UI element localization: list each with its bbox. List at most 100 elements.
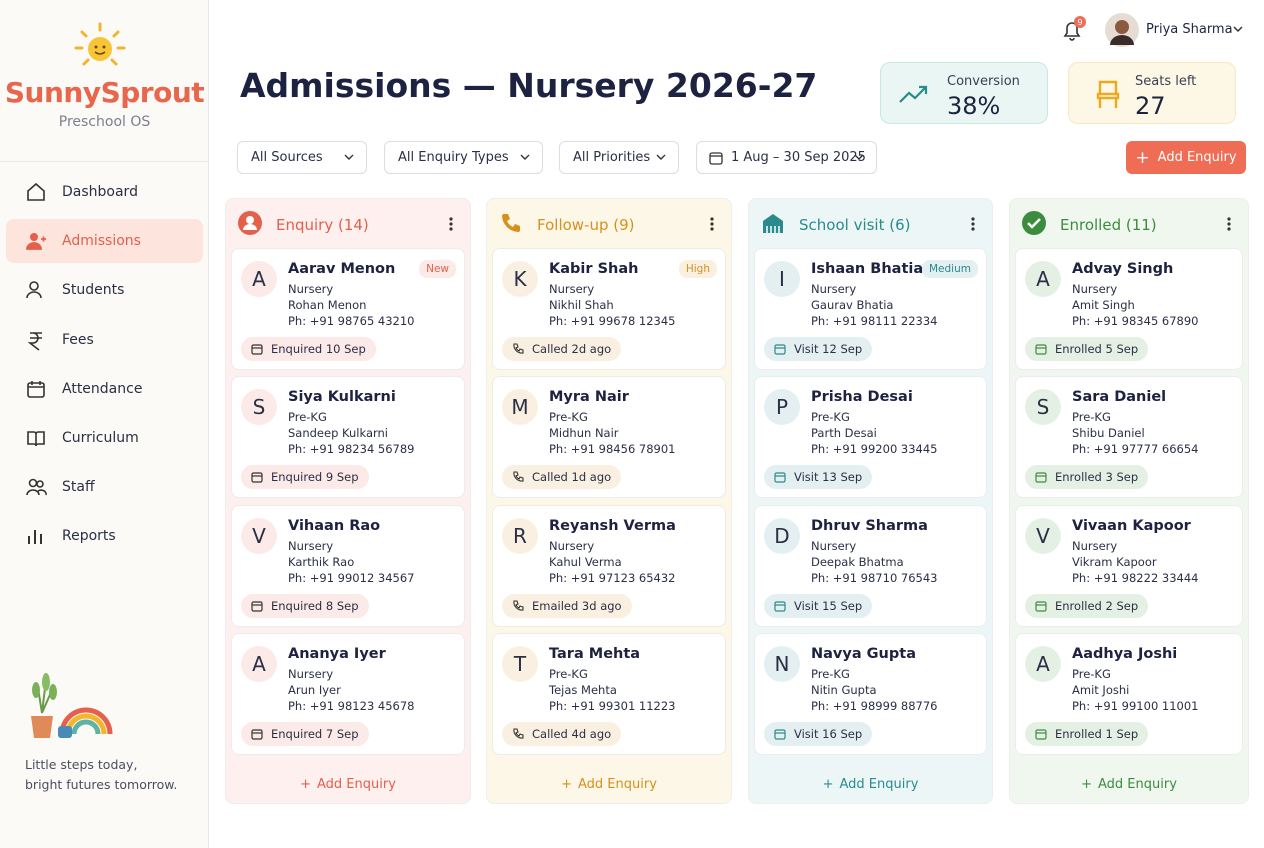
more-menu: [1227, 217, 1231, 231]
student-name: Vihaan Rao: [288, 517, 381, 534]
illustration: [31, 673, 113, 738]
grade: Pre-KG: [288, 410, 327, 425]
grade: Pre-KG: [1072, 410, 1111, 425]
parent-name: Karthik Rao: [288, 554, 355, 569]
phone: Ph: +91 98345 67890: [1072, 314, 1199, 328]
status-pill: Visit 12 Sep: [764, 337, 873, 361]
grade: Nursery: [288, 282, 334, 296]
nav-item[interactable]: Curriculum: [6, 416, 203, 460]
enquiry-card[interactable]: K Kabir Shah High Nursery Nikhil Shah Ph: +91…: [492, 248, 726, 370]
enquiry-card[interactable]: M Myra Nair Pre-KG Midhun Nair Ph: +91 98456…: [492, 376, 726, 499]
grade: Pre-KG: [811, 410, 850, 425]
filter-dropdown[interactable]: All Priorities: [559, 141, 679, 174]
enquiry-card[interactable]: A Ananya Iyer Nursery Arun Iyer Ph: +91 9812…: [231, 632, 465, 755]
parent-name: Sandeep Kulkarni: [288, 426, 389, 441]
enquiry-card[interactable]: A Advay Singh Nursery Amit Singh Ph: +91 983…: [1015, 248, 1243, 370]
status-text: Enrolled 5 Sep: [1055, 342, 1139, 356]
status-pill: Called 4d ago: [502, 721, 622, 746]
nav-icon: [27, 380, 45, 398]
avatar[interactable]: [1105, 13, 1139, 47]
enquiry-card[interactable]: S Siya Kulkarni Pre-KG Sandeep Kulkarni Ph: …: [231, 376, 465, 499]
enquiry-card[interactable]: D Dhruv Sharma Nursery Deepak Bhatma Ph: +91…: [754, 504, 987, 627]
page-title: Admissions — Nursery 2026-27: [240, 66, 818, 105]
nav-item[interactable]: Reports: [6, 514, 203, 558]
plus: +: [1081, 777, 1092, 792]
status-text: Visit 13 Sep: [794, 470, 863, 485]
column-title: Enquiry (14): [276, 216, 369, 234]
card-avatar: V: [241, 517, 277, 554]
phone: Ph: +91 98999 88776: [811, 698, 938, 713]
status-pill: Emailed 3d ago: [502, 593, 632, 618]
nav-icon: [28, 530, 42, 545]
enquiry-card[interactable]: N Navya Gupta Pre-KG Nitin Gupta Ph: +91 989…: [754, 632, 987, 755]
status-icon: [774, 600, 786, 612]
column-title: School visit (6): [799, 216, 911, 234]
status-pill: Enquired 7 Sep: [241, 721, 369, 746]
parent-name: Arun Iyer: [288, 682, 341, 697]
filter-dropdown[interactable]: All Sources: [237, 141, 367, 174]
add-enquiry-link[interactable]: + Add Enquiry: [749, 777, 992, 792]
parent-name: Gaurav Bhatia: [811, 298, 894, 312]
student-name: Ananya Iyer: [288, 645, 386, 662]
status-icon: [251, 472, 263, 483]
enquiry-card[interactable]: S Sara Daniel Pre-KG Shibu Daniel Ph: +91 97…: [1015, 376, 1243, 499]
grade: Nursery: [288, 538, 334, 553]
nav-item[interactable]: Fees: [6, 318, 203, 362]
card-avatar: M: [502, 389, 538, 426]
filter-label: All Priorities: [573, 150, 651, 165]
add-enquiry-link[interactable]: + Add Enquiry: [1010, 777, 1248, 792]
enquiry-card[interactable]: P Prisha Desai Pre-KG Parth Desai Ph: +91 99…: [754, 376, 987, 499]
more-menu: [449, 217, 453, 231]
status-pill: Called 2d ago: [502, 337, 622, 361]
brand-name: SunnySprout: [4, 76, 205, 109]
status-pill: Enrolled 5 Sep: [1025, 337, 1149, 361]
nav-item[interactable]: Students: [6, 268, 203, 312]
add-label: Add Enquiry: [1098, 777, 1177, 792]
column-icon: [763, 214, 783, 233]
student-name: Reyansh Verma: [549, 517, 676, 534]
phone: Ph: +91 99200 33445: [811, 442, 938, 457]
nav-label: Staff: [62, 479, 95, 496]
enquiry-card[interactable]: R Reyansh Verma Nursery Kahul Verma Ph: +91 …: [492, 504, 726, 627]
status-pill: Enquired 9 Sep: [241, 465, 369, 490]
nav-item[interactable]: Admissions: [6, 219, 203, 264]
enquiry-card[interactable]: V Vihaan Rao Nursery Karthik Rao Ph: +91 990…: [231, 504, 465, 627]
parent-name: Amit Singh: [1072, 298, 1135, 312]
filter-dropdown[interactable]: 1 Aug – 30 Sep 2025: [696, 141, 877, 174]
grade: Nursery: [288, 666, 334, 681]
nav-item[interactable]: Dashboard: [6, 170, 203, 214]
enquiry-card[interactable]: T Tara Mehta Pre-KG Tejas Mehta Ph: +91 9930…: [492, 632, 726, 755]
status-icon: [251, 600, 263, 612]
status-text: Enquired 7 Sep: [271, 726, 359, 741]
user-name[interactable]: Priya Sharma: [1146, 22, 1233, 37]
bell-icon[interactable]: 9: [1059, 16, 1087, 44]
add-enquiry-link[interactable]: + Add Enquiry: [226, 777, 470, 792]
status-pill: Visit 13 Sep: [764, 465, 873, 490]
sun-logo: [74, 22, 126, 66]
status-icon: [774, 344, 786, 355]
phone: Ph: +91 98234 56789: [288, 442, 415, 457]
nav-item[interactable]: Attendance: [6, 367, 203, 411]
add-label: Add Enquiry: [839, 777, 919, 792]
status-text: Visit 12 Sep: [794, 342, 863, 356]
phone: Ph: +91 97123 65432: [549, 570, 676, 585]
parent-name: Deepak Bhatma: [811, 554, 904, 569]
enquiry-card[interactable]: A Aadhya Joshi Pre-KG Amit Joshi Ph: +91 991…: [1015, 632, 1243, 755]
trend-icon: [899, 85, 928, 103]
add-enquiry-link[interactable]: + Add Enquiry: [487, 777, 731, 792]
enquiry-card[interactable]: I Ishaan Bhatia Medium Nursery Gaurav Bhatia…: [754, 248, 987, 370]
card-avatar: I: [764, 261, 800, 297]
nav-icon: [27, 431, 45, 447]
nav-item[interactable]: Staff: [6, 465, 203, 509]
add-enquiry-button[interactable]: + Add Enquiry: [1126, 141, 1246, 174]
phone: Ph: +91 98111 22334: [811, 314, 938, 328]
enquiry-card[interactable]: A Aarav Menon New Nursery Rohan Menon Ph: +91…: [231, 248, 465, 370]
grade: Nursery: [549, 282, 595, 296]
enquiry-card[interactable]: V Vivaan Kapoor Nursery Vikram Kapoor Ph: +9…: [1015, 504, 1243, 627]
status-icon: [1035, 729, 1047, 740]
status-pill: Visit 15 Sep: [764, 593, 873, 618]
parent-name: Vikram Kapoor: [1072, 554, 1157, 569]
status-pill: Enquired 10 Sep: [241, 337, 376, 361]
filter-dropdown[interactable]: All Enquiry Types: [384, 141, 543, 174]
parent-name: Nikhil Shah: [549, 298, 614, 312]
